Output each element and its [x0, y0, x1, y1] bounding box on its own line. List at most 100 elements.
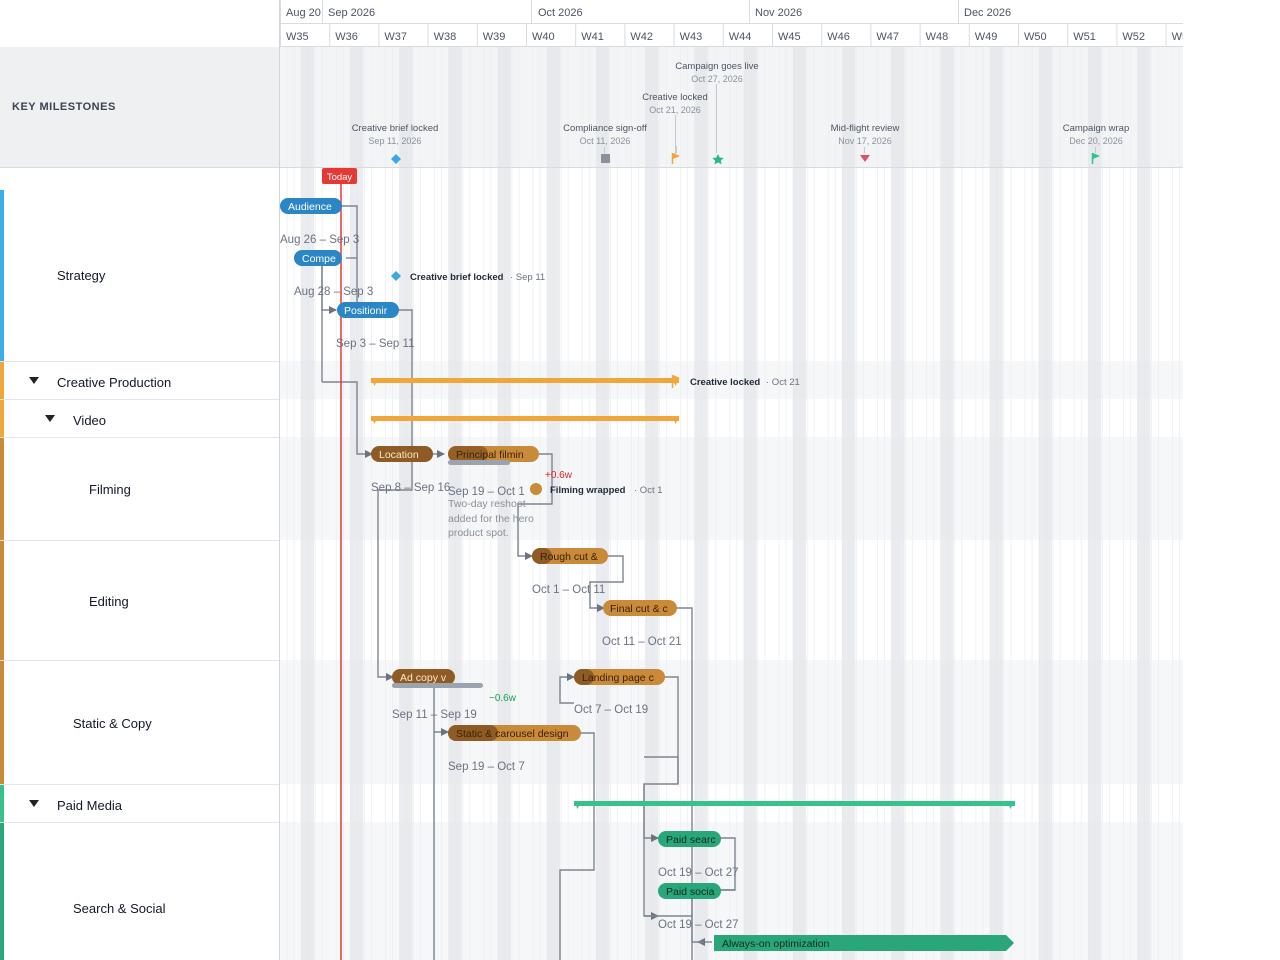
task-dates: Aug 28 – Sep 3 — [294, 286, 373, 298]
task-dates: Sep 19 – Oct 7 — [448, 761, 525, 773]
task-bar-final-cut[interactable] — [603, 600, 677, 616]
timeline-header-svg: Aug 20 Sep 2026 Oct 2026 Nov 2026 Dec 20… — [280, 0, 1194, 47]
weekend-band — [645, 47, 659, 167]
group-row-filming[interactable]: Filming — [0, 438, 280, 541]
star-milestone-icon[interactable] — [712, 154, 724, 165]
group-row-static-copy[interactable]: Static & Copy — [0, 661, 280, 785]
milestone-date: Oct 27, 2026 — [691, 74, 743, 84]
summary-bar-creative-production[interactable] — [371, 378, 679, 383]
task-label: Compe — [302, 253, 336, 265]
task-label: Paid socia — [666, 886, 715, 898]
week-label: W42 — [630, 31, 653, 43]
group-row-creative-production[interactable]: Creative Production — [0, 362, 280, 400]
group-row-paid-media[interactable]: Paid Media — [0, 785, 280, 823]
weekend-band — [350, 47, 364, 167]
task-note-text: Two-day reshoot added for the hero produ… — [448, 498, 534, 539]
weekend-band — [940, 168, 954, 960]
weekend-band — [1088, 168, 1102, 960]
flag-milestone-icon[interactable] — [671, 153, 681, 164]
group-row-editing[interactable]: Editing — [0, 541, 280, 661]
diamond-milestone-icon[interactable] — [391, 271, 401, 281]
weekend-band — [596, 47, 610, 167]
week-label: W38 — [434, 31, 457, 43]
chevron-down-icon[interactable] — [29, 800, 39, 807]
task-bar-ad-copy[interactable] — [392, 669, 455, 685]
group-color-bar — [0, 400, 4, 437]
circle-milestone-icon[interactable] — [530, 483, 542, 495]
week-label: W44 — [729, 31, 752, 43]
task-label: Principal filmin — [456, 449, 524, 461]
weekend-band — [596, 168, 610, 960]
task-bar-paid-social[interactable] — [658, 883, 721, 899]
weekend-band — [399, 168, 413, 960]
row-header-spacer — [0, 0, 280, 48]
task-label: Positionir — [344, 305, 388, 317]
weekend-band — [350, 168, 364, 960]
task-note: Two-day reshoot added for the hero produ… — [448, 498, 534, 539]
weekend-stripes — [286, 168, 1181, 960]
task-bar-landing-page[interactable] — [574, 669, 665, 685]
group-color-bar — [0, 190, 4, 361]
task-bar-positioning[interactable] — [337, 302, 399, 318]
task-label: Ad copy v — [400, 672, 447, 684]
week-label: W41 — [581, 31, 604, 43]
weekend-band — [301, 168, 314, 960]
weekend-band — [1039, 168, 1052, 960]
group-name-static-copy: Static & Copy — [73, 716, 152, 731]
milestones-panel-label: KEY MILESTONES — [0, 47, 280, 168]
task-bar-audience[interactable] — [280, 198, 342, 214]
timeline-header: Aug 20 Sep 2026 Oct 2026 Nov 2026 Dec 20… — [280, 0, 1194, 47]
group-color-bar — [0, 362, 4, 399]
summary-bar-video[interactable] — [371, 416, 679, 421]
inline-milestone-name: Filming wrapped — [550, 485, 626, 496]
task-bar-paid-search[interactable] — [658, 831, 721, 847]
week-label: W40 — [532, 31, 555, 43]
inline-milestone-date: · Oct 21 — [766, 377, 800, 388]
group-name-strategy: Strategy — [57, 268, 106, 283]
milestone-date: Oct 11, 2026 — [580, 136, 631, 146]
group-row-strategy[interactable]: Strategy — [0, 190, 280, 362]
group-name-creative-production: Creative Production — [57, 375, 172, 390]
summary-bar-paid-media[interactable] — [574, 801, 1015, 806]
group-row-video[interactable]: Video — [0, 400, 280, 438]
panel-divider[interactable] — [279, 0, 280, 960]
chevron-down-icon[interactable] — [45, 415, 55, 422]
task-bar-rough-cut[interactable] — [532, 548, 608, 564]
task-bar-competitive[interactable] — [294, 250, 342, 266]
weekend-band — [1039, 47, 1052, 167]
weekend-band — [989, 168, 1003, 960]
week-label: W48 — [926, 31, 949, 43]
task-dates: Aug 26 – Sep 3 — [280, 234, 359, 246]
task-bars — [280, 198, 1014, 951]
milestone-name: Campaign goes live — [675, 61, 758, 72]
group-color-bar — [0, 661, 4, 784]
task-bar-always-on[interactable] — [714, 935, 1014, 951]
milestone-lane-svg: Creative brief locked Sep 11, 2026 Compl… — [286, 47, 1209, 167]
group-color-bar — [0, 541, 4, 660]
task-label: Location — [379, 449, 419, 461]
milestone-date: Nov 17, 2026 — [838, 136, 892, 146]
milestone-date: Oct 21, 2026 — [649, 105, 701, 115]
month-label: Sep 2026 — [328, 7, 375, 19]
week-label: W52 — [1122, 31, 1145, 43]
diamond-milestone-icon[interactable] — [391, 154, 401, 164]
weekend-band — [547, 47, 560, 167]
chevron-down-icon[interactable] — [29, 377, 39, 384]
weekend-band — [497, 168, 511, 960]
weekend-band — [743, 47, 757, 167]
inline-milestone-name: Creative locked — [690, 377, 760, 388]
month-label: Nov 2026 — [755, 7, 802, 19]
task-bar-location[interactable] — [371, 446, 433, 462]
week-label: W45 — [778, 31, 801, 43]
week-label: W36 — [335, 31, 358, 43]
triangle-milestone-icon[interactable] — [860, 155, 870, 162]
task-label: Final cut & c — [610, 603, 668, 615]
flag-icon[interactable] — [671, 375, 681, 388]
weekend-band — [743, 168, 757, 960]
square-milestone-icon[interactable] — [601, 154, 610, 163]
group-row-search-social[interactable]: Search & Social — [0, 823, 280, 960]
weekend-band — [448, 47, 462, 167]
weekend-band — [891, 47, 905, 167]
week-label: W53 — [1172, 31, 1183, 43]
flag-milestone-icon[interactable] — [1091, 153, 1101, 164]
